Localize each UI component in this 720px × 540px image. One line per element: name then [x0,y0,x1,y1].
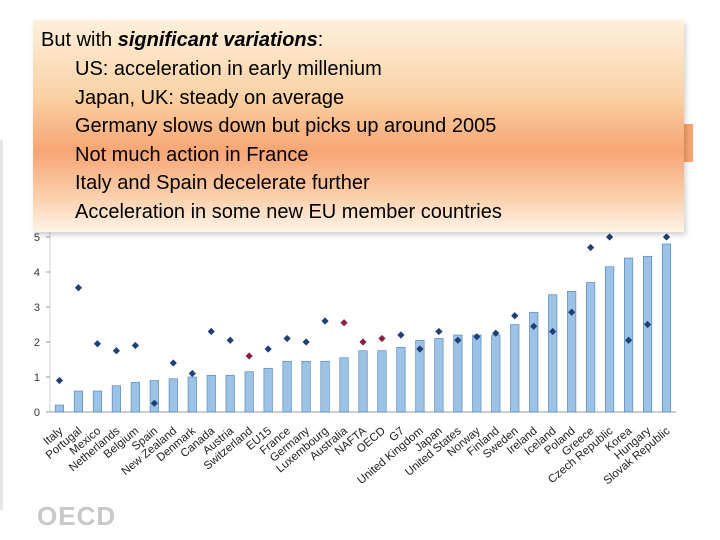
callout-title-emphasis: significant variations [117,29,318,51]
left-decor-bar [0,140,3,510]
marker-point [530,322,538,330]
bar [377,350,387,413]
marker-point [283,334,291,343]
bar [187,376,197,413]
bar [510,324,520,413]
oecd-logo: OECD [37,503,117,529]
callout-bullet: Germany slows down but picks up around 2… [75,115,497,137]
marker-point [207,327,215,336]
marker-point [93,340,102,348]
bar [453,334,463,413]
y-tick-label: 2 [34,337,40,349]
bar [301,360,311,413]
bar [244,371,254,413]
bar [661,243,672,413]
marker-point [226,336,234,344]
marker-point [587,243,595,252]
marker-point [131,341,139,350]
marker-point [378,334,386,343]
marker-point [416,345,424,353]
marker-point [662,233,671,241]
marker-point [511,312,519,320]
marker-point [340,319,348,327]
bar [642,255,653,413]
marker-point [359,338,367,346]
marker-point [643,320,652,329]
marker-point [492,329,500,337]
y-tick-label: 4 [34,267,40,279]
callout-title-colon: : [317,29,324,51]
bar [263,367,273,413]
y-tick-label: 5 [34,232,40,244]
bar [529,311,539,413]
callout-title-text: But with [41,29,118,51]
marker-point [150,399,158,407]
callout-bullet: Japan, UK: steady on average [75,86,345,109]
callout-box: But with significant variations: US: acc… [33,20,684,232]
chart-bars [54,243,672,413]
bar [225,374,235,413]
bar [149,380,159,413]
bar [605,266,615,413]
bar [111,385,121,413]
marker-point [624,336,633,344]
marker-point [264,345,272,353]
y-axis: 0 1 2 3 4 5 [34,232,50,419]
marker-point [454,336,462,344]
bar [73,390,84,413]
bar [567,290,577,413]
bar [358,350,368,413]
marker-point [568,308,576,316]
marker-point [549,327,557,336]
marker-point [397,331,405,339]
bar [491,334,501,413]
bar [339,357,349,413]
bar [624,257,634,413]
callout-bullet: Not much action in France [75,143,309,166]
bar [320,360,330,413]
bar [472,334,482,413]
y-tick-label: 3 [34,302,40,314]
bar [415,339,425,413]
callout-bullets: US: acceleration in early millenium Japa… [41,55,684,226]
marker-point [302,338,310,346]
bar [130,381,140,413]
chart-markers [55,233,671,407]
marker-point [55,376,64,385]
y-tick-label: 0 [34,407,40,419]
bar [434,338,444,413]
callout-title: But with significant variations: [41,26,684,55]
marker-point [169,359,177,367]
right-decor-tab [684,124,693,162]
marker-point [74,284,83,292]
bar [54,404,65,413]
callout-bullet: US: acceleration in early millenium [75,58,382,80]
bar [396,346,406,413]
marker-point [245,352,253,360]
callout-bullet: Acceleration in some new EU member count… [75,200,502,223]
marker-point [435,327,443,336]
marker-point [112,347,120,355]
marker-point [473,333,481,341]
callout-bullet: Italy and Spain decelerate further [75,172,370,194]
bar [206,374,216,413]
bar [92,390,102,413]
bar [168,378,178,413]
bar [586,282,596,413]
marker-point [188,369,196,378]
bar [282,360,292,413]
y-tick-label: 1 [34,372,40,384]
marker-point [606,233,614,241]
bar [548,294,558,413]
marker-point [321,317,329,325]
x-axis: ItalyPortugalMexicoNetherlandsBelgiumSpa… [42,425,673,488]
